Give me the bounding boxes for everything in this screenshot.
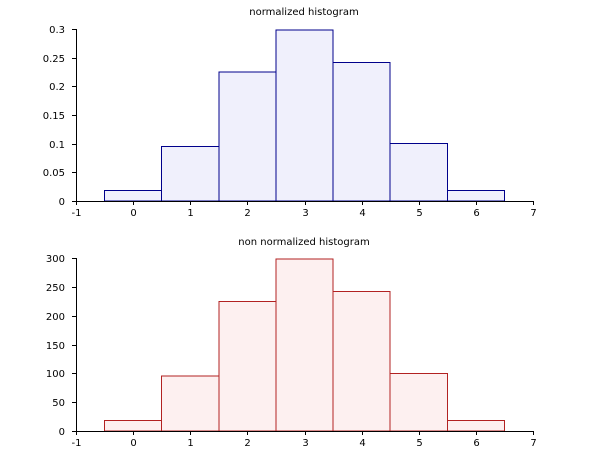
x-tick-label: 5 bbox=[416, 208, 422, 219]
x-tick-label: 0 bbox=[130, 438, 136, 449]
histogram-bar bbox=[389, 372, 448, 432]
histogram-bar bbox=[218, 71, 277, 202]
y-tick-label: 0.1 bbox=[49, 140, 65, 151]
y-tick-label: 0.15 bbox=[43, 111, 65, 122]
y-tick-label: 0 bbox=[59, 197, 65, 208]
x-tick-label: 3 bbox=[302, 438, 308, 449]
x-tick-label: 0 bbox=[130, 208, 136, 219]
histogram-bar bbox=[332, 290, 391, 432]
y-tick-label: 250 bbox=[46, 283, 65, 294]
y-tick-label: 200 bbox=[46, 312, 65, 323]
histogram-bar bbox=[446, 190, 505, 202]
chart-title: normalized histogram bbox=[249, 7, 358, 18]
y-tick-label: 50 bbox=[52, 398, 65, 409]
x-tick-label: 3 bbox=[302, 208, 308, 219]
x-tick-label: 7 bbox=[530, 438, 536, 449]
x-tick-label: 7 bbox=[530, 208, 536, 219]
x-tick-label: -1 bbox=[72, 208, 82, 219]
x-tick-label: 1 bbox=[187, 208, 193, 219]
normalized-histogram-panel: normalized histogram -1 0 1 2 3 4 5 6 7 0 0.05 0.1 0… bbox=[43, 7, 537, 219]
histogram-bar bbox=[446, 420, 505, 432]
histogram-bar bbox=[275, 29, 334, 202]
histogram-bar bbox=[389, 143, 448, 202]
histogram-bar bbox=[161, 375, 220, 432]
x-tick-label: 2 bbox=[244, 438, 250, 449]
y-tick-label: 0.25 bbox=[43, 54, 65, 65]
x-tick-label: 6 bbox=[473, 438, 479, 449]
y-tick-label: 0.05 bbox=[43, 168, 65, 179]
x-tick-label: 6 bbox=[473, 208, 479, 219]
y-tick-label: 100 bbox=[46, 369, 65, 380]
chart-title: non normalized histogram bbox=[238, 237, 369, 248]
x-tick-label: 4 bbox=[359, 208, 365, 219]
y-tick-label: 150 bbox=[46, 341, 65, 352]
histogram-bar bbox=[104, 190, 163, 202]
x-tick-label: -1 bbox=[72, 438, 82, 449]
x-tick-label: 1 bbox=[187, 438, 193, 449]
histogram-bar bbox=[161, 146, 220, 202]
x-tick-label: 4 bbox=[359, 438, 365, 449]
y-tick-label: 0 bbox=[59, 427, 65, 438]
histogram-bar bbox=[104, 420, 163, 432]
y-tick-label: 0.2 bbox=[49, 82, 65, 93]
y-tick-label: 0.3 bbox=[49, 25, 65, 36]
non-normalized-histogram-panel: non normalized histogram -1 0 1 2 3 4 5 6 7 0 50 10… bbox=[46, 237, 537, 449]
histogram-bar bbox=[218, 300, 277, 432]
y-tick-label: 300 bbox=[46, 254, 65, 265]
x-tick-label: 5 bbox=[416, 438, 422, 449]
histogram-bar bbox=[332, 61, 391, 202]
histogram-bar bbox=[275, 258, 334, 432]
x-tick-label: 2 bbox=[244, 208, 250, 219]
